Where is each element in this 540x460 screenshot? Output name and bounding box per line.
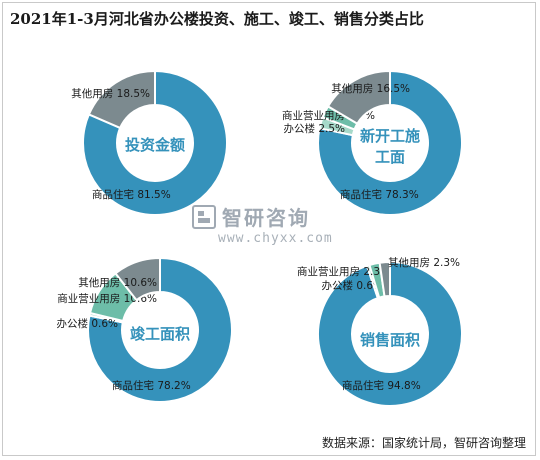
donut-chart-2: 商品住宅 78.3%办公楼 2.5%商业营业用房 2.7%其他用房 16.5%新… (282, 69, 463, 216)
slice-label: 办公楼 2.5% (283, 122, 345, 135)
chart-title: 新开工施 (360, 127, 420, 145)
brand-logo-icon (192, 205, 216, 229)
watermark-brand: 智研咨询 (222, 206, 310, 230)
slice-商品住宅 (82, 69, 228, 216)
slice-商品住宅 (87, 256, 233, 403)
slice-商品住宅 (317, 69, 463, 216)
donut-chart-1: 商品住宅 81.5% 其他用房 18.5% 投资金额 (71, 69, 228, 216)
slice-其他用房 (326, 69, 391, 126)
slice-label: 其他用房 18.5% (71, 87, 150, 100)
slice-其他用房 (114, 256, 161, 302)
slice-label: 其他用房 16.5% (331, 82, 410, 95)
chart-frame (2, 2, 536, 456)
chart-title: 竣工面积 (130, 325, 190, 343)
slice-label: 办公楼 0.6% (56, 317, 118, 330)
slice-label: 商品住宅 78.3% (340, 188, 419, 201)
slice-其他用房 (378, 260, 391, 298)
chart-title: 销售面积 (360, 331, 420, 349)
page-title: 2021年1-3月河北省办公楼投资、施工、竣工、销售分类占比 (10, 10, 424, 28)
slice-商品住宅 (317, 260, 463, 407)
chart-title: 工面 (375, 148, 405, 166)
slice-label: 商品住宅 81.5% (92, 188, 171, 201)
slice-其他用房 (87, 69, 156, 130)
slice-label: 商业营业用房 2.3% (297, 265, 390, 278)
slice-label: 商品住宅 94.8% (342, 379, 421, 392)
chart-title: 投资金额 (125, 136, 185, 154)
slice-label: 其他用房 2.3% (388, 256, 460, 269)
watermark: 智研咨询 www.chyxx.com (192, 202, 362, 254)
slice-label: 商品住宅 78.2% (112, 379, 191, 392)
donut-chart-3: 商品住宅 78.2%办公楼 0.6%商业营业用房 10.6%其他用房 10.6%… (56, 256, 233, 403)
donut-chart-4: 商品住宅 94.8% 办公楼 0.6%商业营业用房 2.3%其他用房 2.3% 销售… (297, 256, 463, 407)
slice-label: 其他用房 10.6% (78, 276, 157, 289)
source-note: 数据来源：国家统计局，智研咨询整理 (321, 436, 526, 450)
watermark-url: www.chyxx.com (218, 231, 333, 246)
slice-label: 办公楼 0.6% (321, 279, 383, 292)
